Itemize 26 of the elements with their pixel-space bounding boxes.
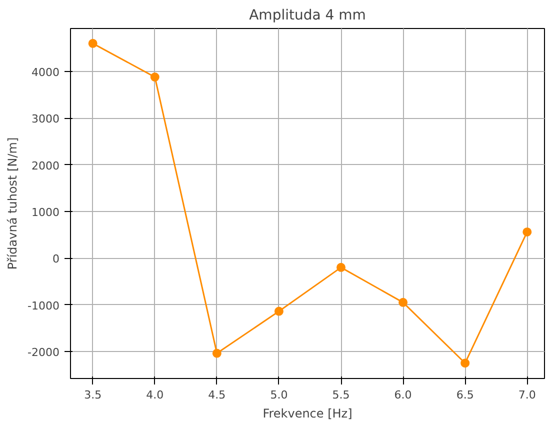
y-tick-label: 2000 (32, 159, 60, 172)
point (274, 306, 284, 316)
x-tick-label: 6.5 (456, 388, 474, 402)
point (398, 298, 408, 307)
y-tick-label: 3000 (32, 112, 60, 126)
x-tick-label: 5.5 (332, 388, 350, 402)
point (336, 262, 346, 272)
point (522, 227, 532, 236)
y-tick-label: 0 (52, 252, 60, 266)
y-tick-label: -1000 (28, 299, 60, 312)
y-tick-label: 4000 (32, 66, 60, 79)
x-tick-label: 4.5 (208, 388, 226, 402)
x-tick-label: 6.0 (394, 388, 412, 402)
x-tick-label: 4.0 (146, 388, 164, 402)
y-tick-label: -2000 (28, 346, 60, 359)
point (460, 358, 470, 368)
y-axis-title: Přídavná tuhost [N/m] (6, 137, 20, 270)
chart-title: Amplituda 4 mm (249, 8, 366, 24)
y-tick-label: 1000 (32, 206, 60, 219)
point (150, 72, 160, 82)
point (88, 38, 98, 48)
point (212, 348, 222, 358)
x-tick-label: 3.5 (84, 388, 102, 402)
x-axis-title: Frekvence [Hz] (262, 406, 352, 420)
x-tick-label: 5.0 (270, 388, 288, 402)
x-tick-label: 7.0 (518, 388, 536, 402)
